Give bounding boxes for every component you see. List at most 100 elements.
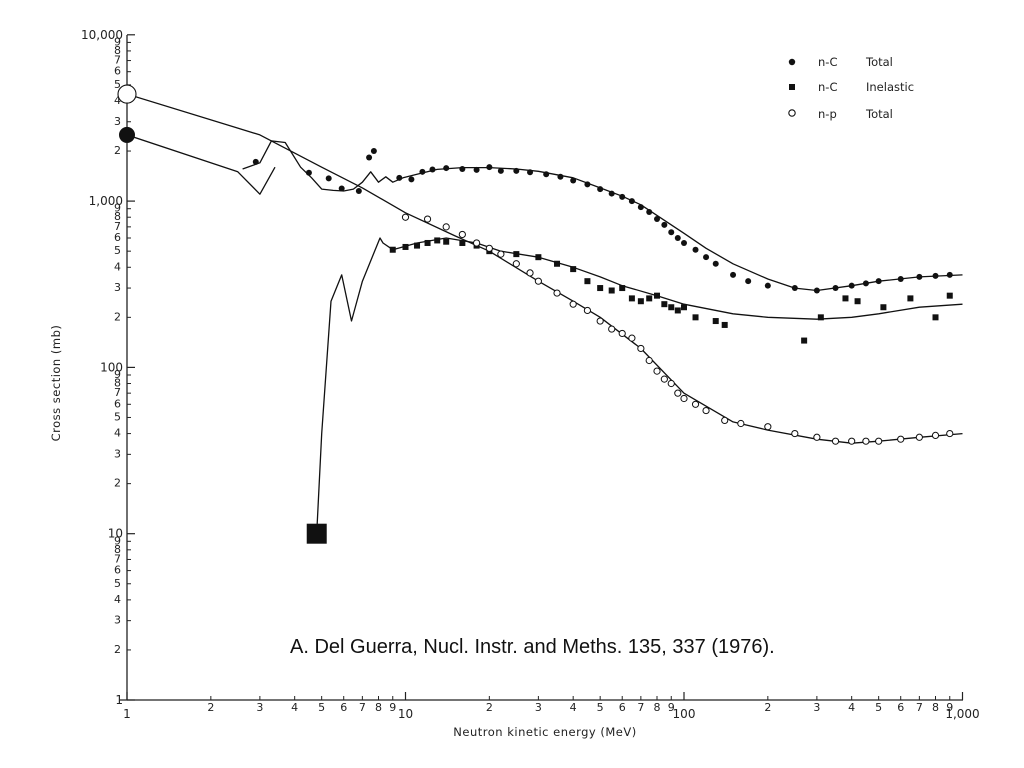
x-minor-tick-label: 3 <box>813 701 820 714</box>
data-point-nc-total <box>668 229 675 236</box>
data-point-nc-total <box>305 169 312 176</box>
data-point-np-total <box>721 416 729 425</box>
x-minor-tick-label: 5 <box>318 701 325 714</box>
data-point-nc-total <box>584 181 591 188</box>
y-minor-tick-label: 3 <box>114 614 121 627</box>
data-point-np-total <box>485 244 493 252</box>
data-point-np-total <box>423 215 432 223</box>
y-minor-tick-label: 2 <box>114 477 121 490</box>
data-point-nc-inelastic <box>674 307 681 314</box>
y-minor-tick-label: 4 <box>114 427 121 440</box>
data-point-nc-total <box>252 158 259 165</box>
data-point-np-total <box>401 213 410 221</box>
x-minor-tick-label: 9 <box>668 701 675 714</box>
data-point-nc-total <box>661 221 668 228</box>
data-point-nc-total <box>325 175 332 182</box>
data-point-nc-inelastic <box>817 314 824 321</box>
data-point-nc-total <box>608 190 615 197</box>
y-minor-tick-label: 3 <box>114 447 121 460</box>
y-minor-tick-label: 3 <box>114 281 121 294</box>
data-point-nc-inelastic <box>402 243 409 250</box>
y-minor-tick-label: 9 <box>114 202 121 215</box>
y-minor-tick-label: 8 <box>114 44 121 57</box>
legend-item-nc-total: n-C Total <box>788 55 893 69</box>
x-minor-tick-label: 9 <box>389 701 396 714</box>
data-point-nc-total <box>875 278 882 285</box>
data-point-nc-inelastic <box>414 242 421 249</box>
fit-curve-2 <box>126 93 963 444</box>
data-point-np-total <box>569 300 577 308</box>
data-point-nc-total <box>408 176 415 183</box>
data-point-np-total <box>583 306 592 315</box>
data-point-nc-total <box>557 173 564 180</box>
y-tick-label: 1 <box>115 693 123 707</box>
data-point-np-total <box>674 389 682 397</box>
y-minor-tick-label: 5 <box>114 410 121 423</box>
x-tick-label: 10 <box>398 707 413 721</box>
data-point-nc-total <box>527 169 534 176</box>
data-point-nc-inelastic <box>619 285 626 292</box>
x-minor-tick-label: 7 <box>916 701 923 714</box>
fit-curve-1 <box>316 237 963 534</box>
data-point-np-total <box>831 437 840 445</box>
data-point-nc-total <box>486 164 493 171</box>
legend-symbol: n-C <box>818 55 837 69</box>
data-point-nc-total <box>730 271 737 278</box>
data-point-np-total <box>875 437 883 445</box>
data-point-nc-total <box>497 167 504 174</box>
data-point-np-total <box>680 394 688 403</box>
data-point-np-total <box>791 429 799 438</box>
y-minor-tick-label: 9 <box>114 368 121 381</box>
large-square-marker <box>306 523 327 544</box>
x-minor-tick-label: 4 <box>570 701 577 714</box>
x-minor-tick-label: 3 <box>535 701 542 714</box>
data-point-nc-total <box>473 166 480 173</box>
data-point-np-total <box>596 317 604 325</box>
x-minor-tick-label: 2 <box>207 701 214 714</box>
data-point-nc-inelastic <box>570 266 577 273</box>
y-minor-tick-label: 4 <box>114 260 121 273</box>
data-point-np-total <box>628 334 636 342</box>
data-point-nc-inelastic <box>584 278 591 285</box>
data-point-nc-inelastic <box>801 337 808 344</box>
data-point-np-total <box>618 329 626 338</box>
y-tick-label: 1,000 <box>89 194 123 208</box>
data-point-nc-inelastic <box>443 238 450 245</box>
legend-label: Total <box>865 107 893 121</box>
x-minor-tick-label: 5 <box>875 701 882 714</box>
data-point-nc-inelastic <box>880 304 887 311</box>
data-point-nc-total <box>916 273 923 280</box>
data-point-nc-total <box>513 167 520 174</box>
data-point-nc-total <box>932 272 939 279</box>
data-point-nc-inelastic <box>424 239 431 246</box>
y-minor-tick-label: 2 <box>114 643 121 656</box>
data-point-nc-inelastic <box>692 314 699 321</box>
data-point-np-total <box>848 437 856 445</box>
data-point-nc-total <box>370 148 377 155</box>
x-minor-tick-label: 7 <box>359 701 366 714</box>
y-minor-tick-label: 4 <box>114 94 121 107</box>
y-minor-tick-label: 6 <box>114 564 121 577</box>
data-point-nc-total <box>745 278 752 285</box>
data-point-nc-inelastic <box>721 321 728 328</box>
data-point-nc-inelastic <box>668 304 675 311</box>
data-point-nc-total <box>654 216 661 223</box>
data-point-np-total <box>862 437 870 445</box>
legend: n-C Total n-C Inelastic n-p Total <box>788 55 914 121</box>
y-minor-tick-label: 9 <box>114 534 121 547</box>
x-minor-tick-label: 9 <box>946 701 953 714</box>
axes <box>120 35 963 701</box>
data-point-np-total <box>512 260 520 268</box>
data-point-nc-inelastic <box>389 246 396 253</box>
y-minor-tick-label: 5 <box>114 244 121 257</box>
legend-item-np-total: n-p Total <box>788 107 893 121</box>
data-point-np-total <box>497 250 505 258</box>
data-point-nc-total <box>619 193 626 200</box>
fit-curve-3 <box>126 134 276 195</box>
y-minor-tick-label: 8 <box>114 543 121 556</box>
legend-label: Total <box>865 55 893 69</box>
y-minor-tick-label: 8 <box>114 210 121 223</box>
data-point-np-total <box>897 435 905 443</box>
